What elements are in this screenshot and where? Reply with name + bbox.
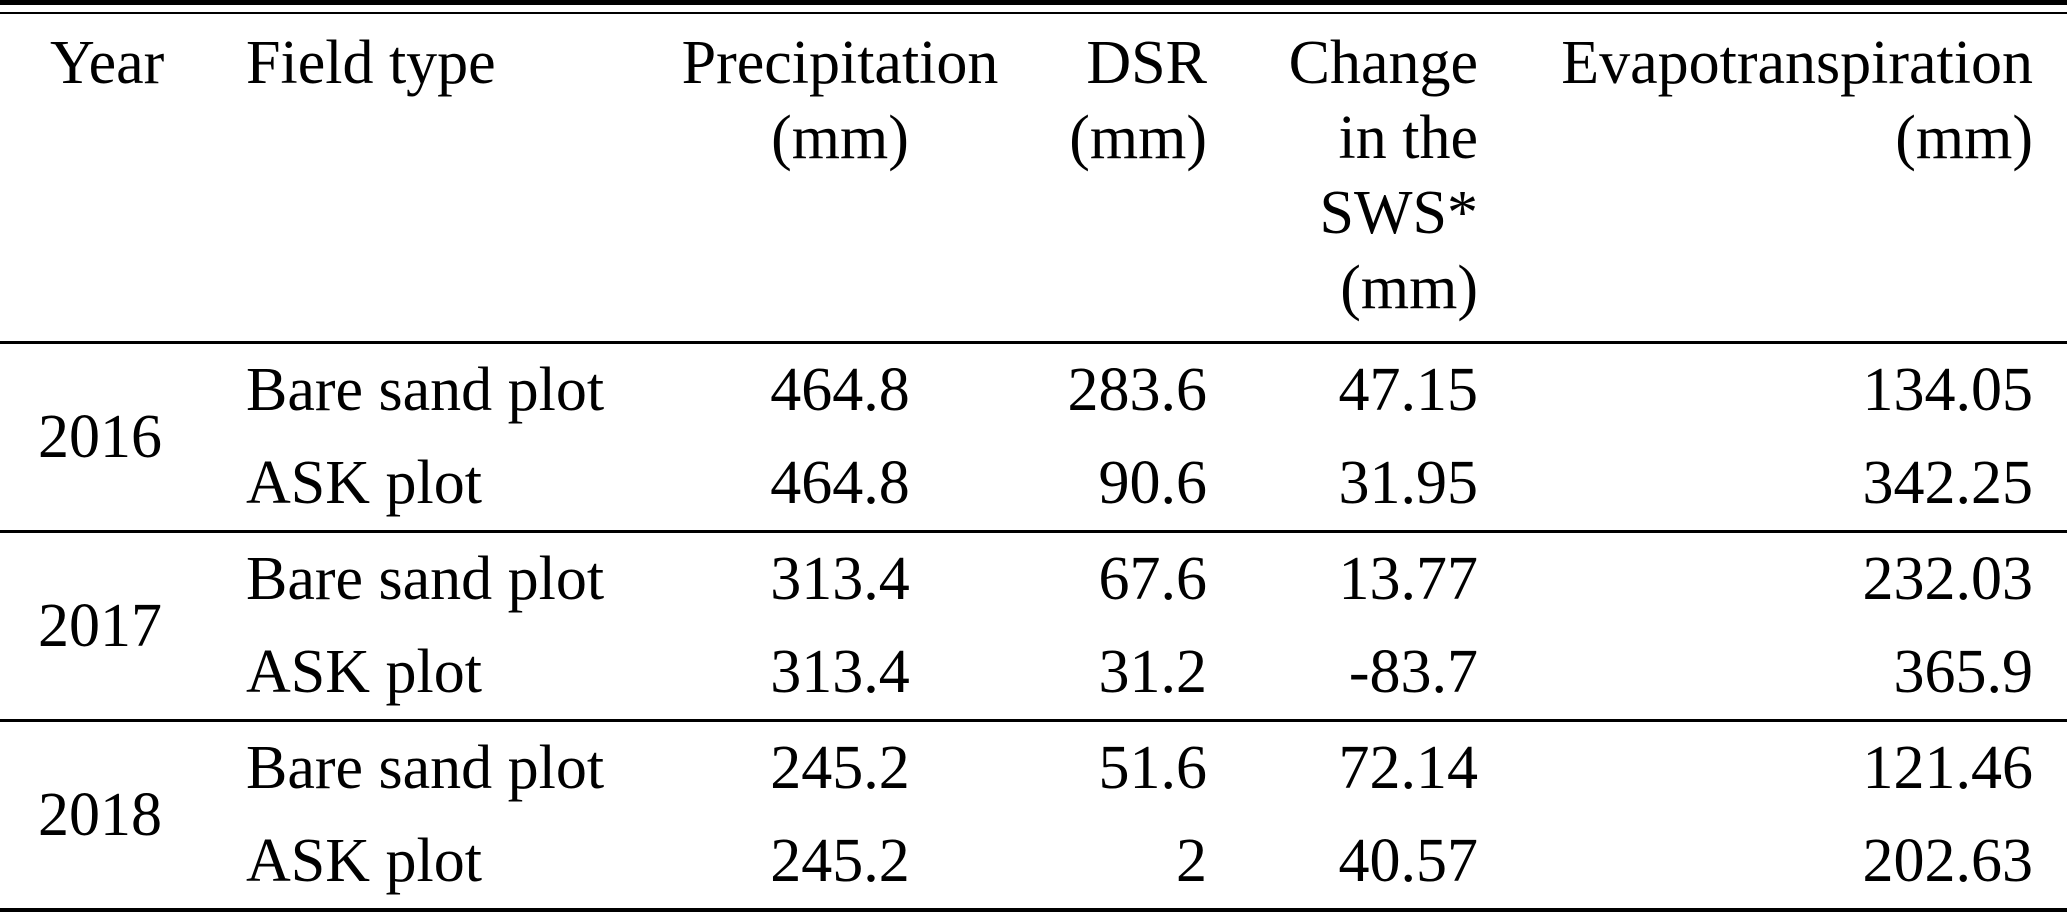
table-row: ASK plot 245.2 2 40.57 202.63: [0, 815, 2067, 910]
table-row: ASK plot 464.8 90.6 31.95 342.25: [0, 437, 2067, 532]
top-rule-thick: [0, 0, 2067, 5]
year-block-2016: 2016 Bare sand plot 464.8 283.6 47.15 13…: [0, 343, 2067, 532]
header-unit: (mm): [771, 104, 909, 172]
dsr-value: 2: [1176, 827, 1207, 895]
precipitation-value: 313.4: [770, 638, 910, 706]
header-label: SWS*: [1319, 179, 1478, 247]
year-value: 2018: [38, 780, 162, 849]
precipitation-value: 313.4: [770, 545, 910, 613]
header-cell-precipitation: Precipitation (mm): [650, 14, 1030, 343]
change-sws-value: 72.14: [1338, 734, 1479, 802]
field-type-value: ASK plot: [246, 449, 482, 517]
dsr-value: 90.6: [1098, 449, 1208, 517]
table-row: 2016 Bare sand plot 464.8 283.6 47.15 13…: [0, 343, 2067, 471]
evapotranspiration-value: 365.9: [1893, 638, 2034, 706]
dsr-value: 67.6: [1098, 545, 1208, 613]
year-value: 2017: [38, 591, 162, 660]
header-label: Precipitation: [681, 29, 999, 97]
top-rule-thin: [0, 12, 2067, 14]
header-label: Evapotranspiration: [1561, 29, 2033, 97]
water-balance-table: Year Field type Precipitation (mm) DSR (…: [0, 14, 2067, 912]
table-row: 2017 Bare sand plot 313.4 67.6 13.77 232…: [0, 532, 2067, 660]
change-sws-value: 40.57: [1338, 827, 1479, 895]
header-cell-evapotranspiration: Evapotranspiration (mm): [1485, 14, 2067, 343]
header-label: Year: [50, 29, 165, 97]
change-sws-value: -83.7: [1348, 638, 1478, 706]
header-unit: (mm): [1340, 254, 1478, 322]
dsr-value: 31.2: [1098, 638, 1208, 706]
year-block-2018: 2018 Bare sand plot 245.2 51.6 72.14 121…: [0, 721, 2067, 910]
field-type-value: Bare sand plot: [246, 545, 605, 613]
header-cell-field-type: Field type: [200, 14, 650, 343]
dsr-value: 51.6: [1098, 734, 1208, 802]
header-cell-year: Year: [0, 14, 200, 343]
evapotranspiration-value: 202.63: [1862, 827, 2034, 895]
table-row: 2018 Bare sand plot 245.2 51.6 72.14 121…: [0, 721, 2067, 849]
table-row: ASK plot 313.4 31.2 -83.7 365.9: [0, 626, 2067, 721]
header-label: in the: [1338, 104, 1478, 172]
dsr-value: 283.6: [1067, 356, 1208, 424]
precipitation-value: 245.2: [770, 827, 910, 895]
header-cell-dsr: DSR (mm): [1030, 14, 1215, 343]
evapotranspiration-value: 232.03: [1862, 545, 2034, 613]
field-type-value: ASK plot: [246, 638, 482, 706]
precipitation-value: 464.8: [770, 356, 910, 424]
field-type-value: ASK plot: [246, 827, 482, 895]
header-cell-change-sws: Change in the SWS* (mm): [1215, 14, 1485, 343]
field-type-value: Bare sand plot: [246, 734, 605, 802]
precipitation-value: 464.8: [770, 449, 910, 517]
table-header: Year Field type Precipitation (mm) DSR (…: [0, 14, 2067, 343]
header-unit: (mm): [1069, 104, 1207, 172]
field-type-value: Bare sand plot: [246, 356, 605, 424]
top-rule-gap: [0, 5, 2067, 12]
header-label: Change: [1288, 29, 1478, 97]
header-unit: (mm): [1895, 104, 2033, 172]
change-sws-value: 13.77: [1338, 545, 1479, 613]
header-label: DSR: [1086, 29, 1207, 97]
header-row: Year Field type Precipitation (mm) DSR (…: [0, 14, 2067, 343]
evapotranspiration-value: 342.25: [1862, 449, 2034, 517]
precipitation-value: 245.2: [770, 734, 910, 802]
change-sws-value: 47.15: [1338, 356, 1479, 424]
year-block-2017: 2017 Bare sand plot 313.4 67.6 13.77 232…: [0, 532, 2067, 721]
year-value: 2016: [38, 402, 162, 471]
evapotranspiration-value: 134.05: [1862, 356, 2034, 424]
change-sws-value: 31.95: [1338, 449, 1479, 517]
header-label: Field type: [246, 29, 496, 97]
evapotranspiration-value: 121.46: [1862, 734, 2034, 802]
